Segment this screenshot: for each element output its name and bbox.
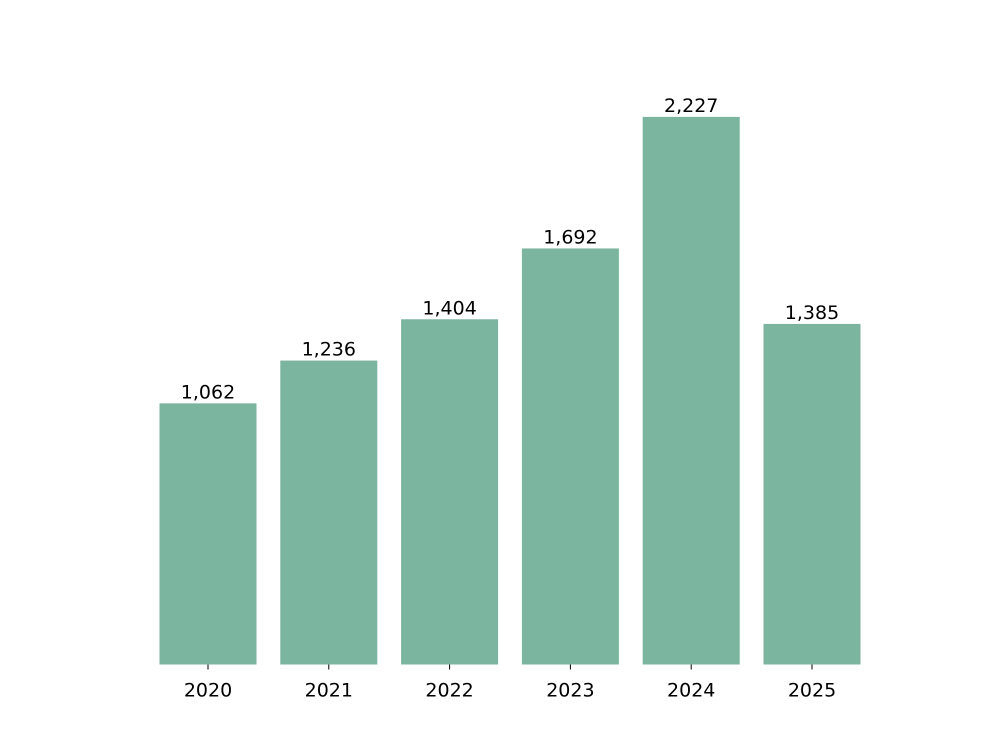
value-label: 1,385 xyxy=(785,302,839,324)
x-tick-label: 2023 xyxy=(546,680,594,702)
value-label: 1,236 xyxy=(302,339,356,361)
x-tick-label: 2021 xyxy=(305,680,353,702)
value-label: 1,692 xyxy=(543,226,597,248)
x-tick-label: 2022 xyxy=(425,680,473,702)
bar xyxy=(521,248,619,665)
bar xyxy=(280,360,378,665)
bar xyxy=(401,319,499,665)
x-tick-label: 2020 xyxy=(184,680,232,702)
value-label: 2,227 xyxy=(664,95,718,117)
value-label: 1,404 xyxy=(422,297,476,319)
bar xyxy=(159,403,257,665)
bar xyxy=(642,116,740,665)
x-tick-label: 2025 xyxy=(788,680,836,702)
bar xyxy=(763,323,861,665)
value-label: 1,062 xyxy=(181,381,235,403)
x-tick-label: 2024 xyxy=(667,680,715,702)
